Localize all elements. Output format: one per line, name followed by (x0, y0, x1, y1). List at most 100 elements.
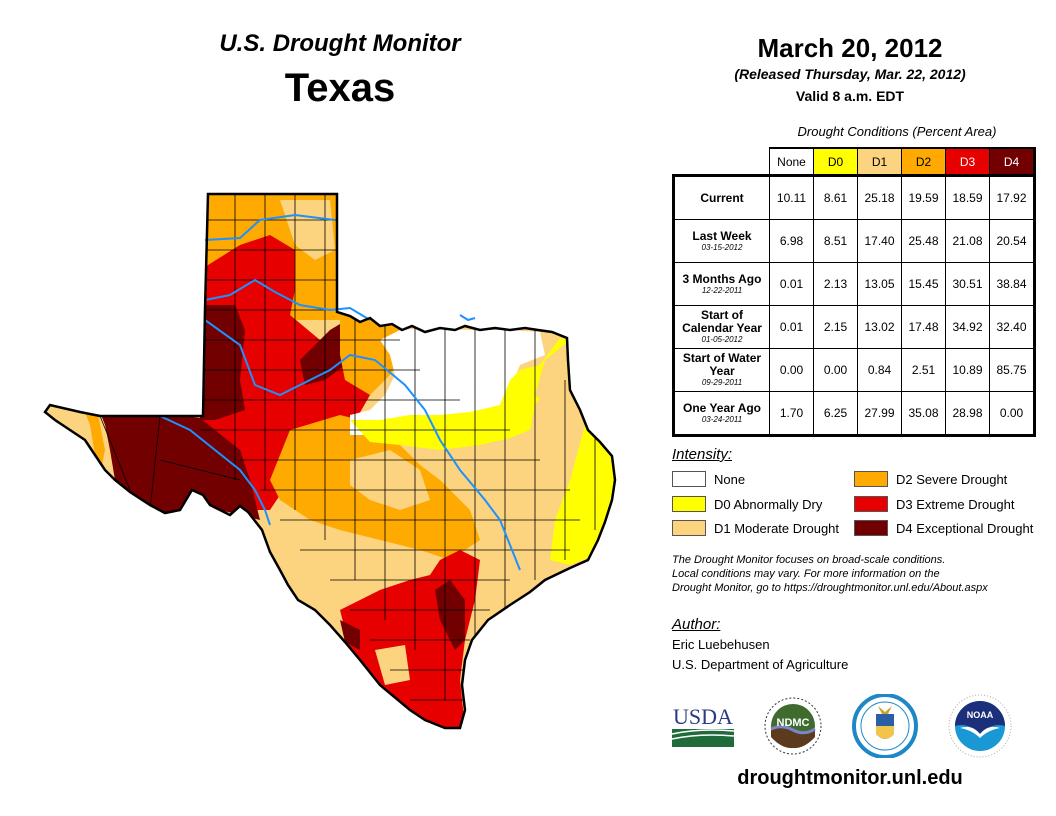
legend-swatch (854, 520, 888, 536)
valid-time: Valid 8 a.m. EDT (795, 88, 905, 104)
row-date: 03-24-2011 (701, 414, 743, 424)
row-date: 01-05-2012 (701, 335, 743, 344)
legend-title: Intensity: (672, 446, 733, 463)
cell-none: 6.98 (769, 219, 814, 263)
legend-swatch (672, 471, 706, 487)
map-subtitle: U.S. Drought Monitor (219, 30, 461, 57)
cell-none: 0.00 (769, 348, 814, 392)
legend-item-d1: D1 Moderate Drought (672, 520, 839, 536)
legend-label: D0 Abnormally Dry (714, 496, 823, 512)
usda-logo-icon: USDA (671, 704, 735, 747)
river-rio-grande (159, 415, 271, 526)
cell-d2: 25.48 (901, 219, 946, 263)
note-line-2: Local conditions may vary. For more info… (672, 568, 940, 580)
col-header-d4: D4 (989, 147, 1036, 176)
table-row: Current 10.11 8.61 25.18 19.59 18.59 17.92 (673, 175, 1035, 220)
cell-d2: 35.08 (901, 391, 946, 436)
cell-none: 0.01 (769, 305, 814, 349)
legend-label: None (714, 471, 746, 487)
cell-d1: 27.99 (857, 391, 902, 436)
county-boundaries (99, 194, 596, 701)
col-header-d3: D3 (945, 147, 990, 176)
cell-d4: 85.75 (989, 348, 1035, 392)
cell-d4: 38.84 (989, 262, 1035, 306)
legend-label: D4 Exceptional Drought (896, 520, 1034, 536)
cell-d3: 21.08 (945, 219, 990, 263)
legend-item-d3: D3 Extreme Drought (854, 496, 1015, 512)
cell-d2: 19.59 (901, 175, 946, 220)
cell-d3: 10.89 (945, 348, 990, 392)
cell-d2: 15.45 (901, 262, 946, 306)
col-header-d0: D0 (813, 147, 858, 176)
website-link[interactable]: droughtmonitor.unl.edu (737, 767, 963, 789)
row-label: One Year Ago 03-24-2011 (673, 391, 770, 436)
row-date: 09-29-2011 (701, 378, 743, 387)
river-lake (459, 314, 476, 322)
ndmc-logo-icon: NDMC (764, 697, 822, 755)
ndmc-logo-text: NDMC (777, 717, 810, 729)
cell-d0: 2.13 (813, 262, 858, 306)
cell-d0: 0.00 (813, 348, 858, 392)
zone-d4-laredo (340, 620, 360, 650)
table-row: Start of Water Year 09-29-2011 0.00 0.00 0.8… (673, 348, 1035, 392)
river-brazos (204, 319, 521, 571)
commerce-seal-icon (852, 694, 918, 758)
river-red (204, 278, 371, 321)
row-date: 03-15-2012 (701, 242, 743, 252)
cell-d4: 20.54 (989, 219, 1035, 263)
author-name: Eric Luebehusen (672, 637, 770, 652)
row-label: Current (673, 175, 770, 220)
zone-d0-east (550, 425, 615, 565)
cell-d0: 8.51 (813, 219, 858, 263)
table-row: 3 Months Ago 12-22-2011 0.01 2.13 13.05 15.45… (673, 262, 1035, 306)
cell-d3: 30.51 (945, 262, 990, 306)
legend-label: D1 Moderate Drought (714, 520, 840, 536)
row-date: 12-22-2011 (701, 285, 743, 295)
row-label-text: Current (700, 190, 744, 205)
cell-d4: 32.40 (989, 305, 1035, 349)
cell-d2: 2.51 (901, 348, 946, 392)
row-label-text: Start of Water Year (682, 351, 762, 378)
legend-item-none: None (672, 471, 745, 487)
release-date: (Released Thursday, Mar. 22, 2012) (734, 66, 966, 82)
noaa-logo-icon: NOAA (948, 694, 1012, 758)
col-header-d1: D1 (857, 147, 902, 176)
cell-d3: 34.92 (945, 305, 990, 349)
zone-d4-trans-pecos (100, 412, 260, 520)
legend-swatch (672, 496, 706, 512)
map-date: March 20, 2012 (757, 33, 943, 63)
row-label-text: Last Week (692, 228, 752, 243)
rivers (159, 213, 521, 571)
cell-none: 1.70 (769, 391, 814, 436)
texas-drought-map (43, 192, 617, 730)
zone-d2-elpaso (85, 412, 105, 465)
zone-d1-hillcountry (350, 450, 430, 510)
drought-conditions-table: None D0 D1 D2 D3 D4 Current 10.11 8.61 25.1… (672, 147, 1036, 437)
noaa-logo-text: NOAA (967, 710, 994, 720)
table-row: Last Week 03-15-2012 6.98 8.51 17.40 25.48 21.… (673, 219, 1035, 263)
cell-d1: 25.18 (857, 175, 902, 220)
cell-d3: 28.98 (945, 391, 990, 436)
note-line-1: The Drought Monitor focuses on broad-sca… (672, 554, 946, 566)
cell-none: 10.11 (769, 175, 814, 220)
cell-d2: 17.48 (901, 305, 946, 349)
row-label-text: Start of Calendar Year (682, 308, 762, 335)
legend-swatch (854, 471, 888, 487)
map-title-state: Texas (284, 66, 396, 110)
usda-logo-text: USDA (673, 704, 733, 729)
row-label: Last Week 03-15-2012 (673, 219, 770, 263)
note-line-3: Drought Monitor, go to https://droughtmo… (672, 582, 988, 594)
zone-d0-central (350, 338, 572, 450)
row-label-text: 3 Months Ago (682, 271, 762, 286)
table-corner (673, 148, 770, 176)
legend-swatch (854, 496, 888, 512)
cell-d3: 18.59 (945, 175, 990, 220)
legend-item-d2: D2 Severe Drought (854, 471, 1007, 487)
table-row: One Year Ago 03-24-2011 1.70 6.25 27.99 35.08… (673, 391, 1035, 436)
author-heading: Author: (672, 616, 721, 633)
cell-d4: 17.92 (989, 175, 1035, 220)
legend-label: D2 Severe Drought (896, 471, 1008, 487)
table-row: Start of Calendar Year 01-05-2012 0.01 2.15… (673, 305, 1035, 349)
col-header-none: None (769, 147, 814, 176)
cell-none: 0.01 (769, 262, 814, 306)
